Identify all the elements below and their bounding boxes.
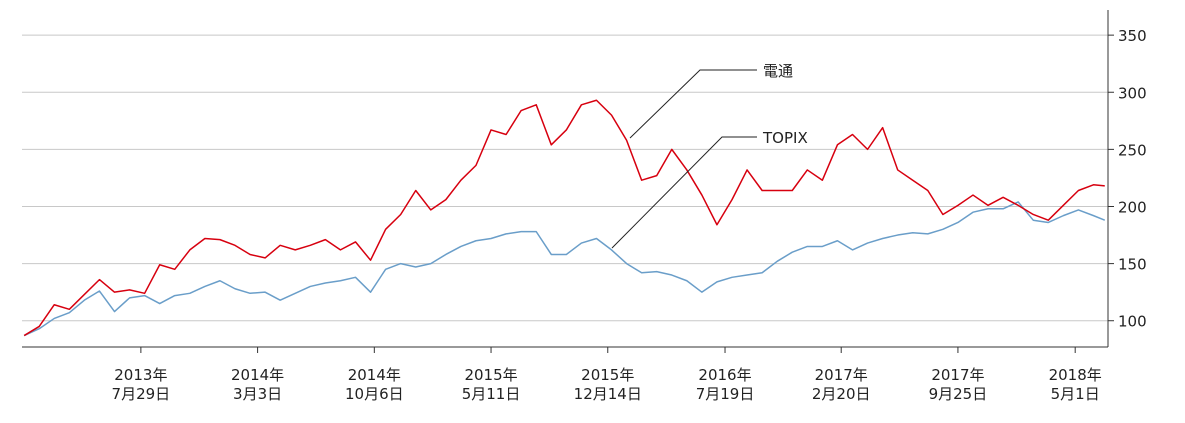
- x-tick-label: 2018年 5月1日: [1049, 366, 1102, 403]
- y-tick-label: 150: [1118, 256, 1147, 274]
- legend-label: 電通: [763, 62, 793, 80]
- y-tick-label: 250: [1118, 141, 1147, 159]
- series-line: [23, 99, 1105, 337]
- x-tick-label: 2016年 7月19日: [696, 366, 755, 403]
- y-tick-label: 350: [1118, 27, 1147, 45]
- x-tick-label: 2015年 5月11日: [462, 366, 521, 403]
- x-tick-label: 2017年 9月25日: [929, 366, 988, 403]
- series-line: [23, 201, 1106, 337]
- x-tick-label: 2015年 12月14日: [574, 366, 642, 403]
- x-tick-label: 2014年 10月6日: [345, 366, 404, 403]
- y-tick-label: 300: [1118, 84, 1147, 102]
- callout-line: [611, 136, 757, 249]
- callout-line: [629, 69, 757, 139]
- y-tick-label: 200: [1118, 198, 1147, 216]
- y-tick-label: 100: [1118, 313, 1147, 331]
- legend-label: TOPIX: [762, 129, 808, 147]
- x-tick-label: 2017年 2月20日: [812, 366, 871, 403]
- x-tick-label: 2013年 7月29日: [112, 366, 171, 403]
- x-tick-label: 2014年 3月3日: [231, 366, 284, 403]
